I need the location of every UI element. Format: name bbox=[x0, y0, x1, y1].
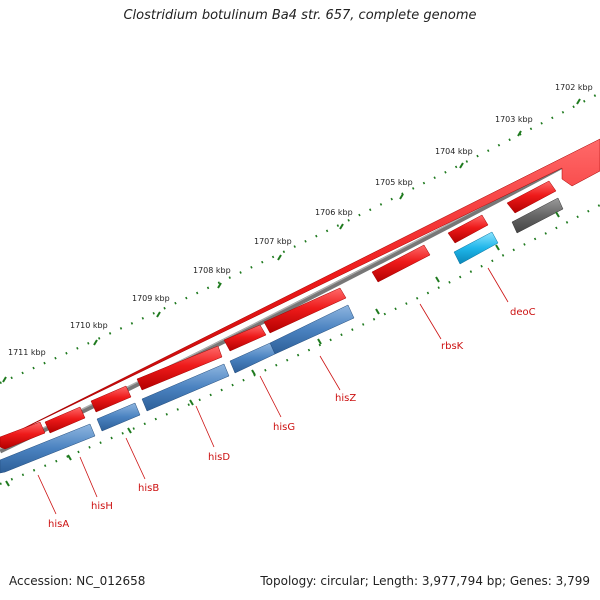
tick-label-1704: 1704 kbp bbox=[435, 147, 473, 156]
tick-label-1710: 1710 kbp bbox=[70, 321, 108, 330]
tick-label-1705: 1705 kbp bbox=[375, 178, 413, 187]
tick-label-1709: 1709 kbp bbox=[132, 294, 170, 303]
gene-arrow[interactable] bbox=[223, 324, 267, 352]
accession-text: Accession: NC_012658 bbox=[9, 574, 146, 588]
outer-major-ticks bbox=[2, 98, 581, 383]
cds-features bbox=[0, 197, 564, 474]
label-leader-lines bbox=[37, 267, 509, 515]
cds-arrow[interactable] bbox=[511, 197, 564, 234]
gene-label-hisA[interactable]: hisA bbox=[48, 519, 69, 530]
gene-arrow[interactable] bbox=[90, 385, 132, 413]
gene-label-hisH[interactable]: hisH bbox=[91, 501, 113, 512]
gene-label-hisB[interactable]: hisB bbox=[138, 483, 159, 494]
inner-scale-track bbox=[0, 204, 600, 486]
gene-arrow[interactable] bbox=[136, 345, 223, 391]
gene-label-hisZ[interactable]: hisZ bbox=[335, 393, 356, 404]
hisG-cds-arrow[interactable] bbox=[229, 342, 276, 374]
gene-arrow[interactable] bbox=[447, 214, 489, 244]
tick-label-1707: 1707 kbp bbox=[254, 237, 292, 246]
tick-label-1706: 1706 kbp bbox=[315, 208, 353, 217]
gene-label-deoC[interactable]: deoC bbox=[510, 307, 536, 318]
rbsK-gene-arrow[interactable] bbox=[371, 244, 431, 283]
gene-arrow[interactable] bbox=[263, 287, 347, 334]
genome-backbone bbox=[0, 143, 600, 454]
tick-label-1703: 1703 kbp bbox=[495, 115, 533, 124]
inner-major-ticks bbox=[5, 211, 560, 487]
gene-arrow[interactable] bbox=[44, 406, 86, 434]
gene-arrow[interactable] bbox=[0, 421, 46, 450]
gene-label-hisG[interactable]: hisG bbox=[273, 422, 295, 433]
hisH-cds-arrow[interactable] bbox=[0, 423, 96, 474]
tick-label-1702: 1702 kbp bbox=[555, 83, 593, 92]
forward-strand-genes bbox=[0, 138, 600, 450]
hisB-cds-arrow[interactable] bbox=[96, 402, 141, 432]
gene-arrow[interactable] bbox=[0, 138, 600, 441]
gene-label-hisD[interactable]: hisD bbox=[208, 452, 230, 463]
deoC-cds-arrow[interactable] bbox=[453, 231, 499, 265]
map-title: Clostridium botulinum Ba4 str. 657, comp… bbox=[123, 8, 477, 23]
genome-stats-text: Topology: circular; Length: 3,977,794 bp… bbox=[260, 574, 590, 588]
hisD-cds-arrow[interactable] bbox=[141, 363, 230, 412]
gene-arrow[interactable] bbox=[506, 180, 557, 214]
tick-label-1708: 1708 kbp bbox=[193, 266, 231, 275]
tick-label-1711: 1711 kbp bbox=[8, 348, 46, 357]
gene-label-rbsK[interactable]: rbsK bbox=[441, 341, 464, 352]
